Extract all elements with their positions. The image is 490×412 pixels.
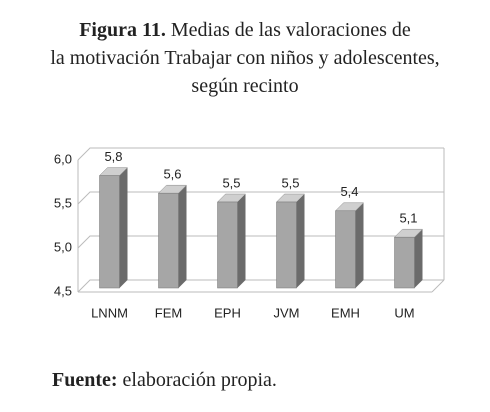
value-label: 5,4 [340, 184, 358, 199]
bar [393, 228, 424, 289]
bar-side [119, 167, 128, 288]
title-part: Medias de las valoraciones de [166, 19, 411, 41]
bar-side [355, 202, 364, 288]
grid-line [77, 147, 444, 161]
source-label: Fuente: [52, 369, 118, 391]
grid-line [77, 191, 444, 205]
bar [98, 167, 129, 289]
bar-front [158, 192, 179, 289]
bar-front [394, 236, 415, 289]
value-label: 5,5 [281, 175, 299, 190]
value-label: 5,5 [222, 175, 240, 190]
bar [157, 184, 188, 289]
bar [275, 193, 306, 289]
bar [334, 202, 365, 289]
bar-front [217, 201, 238, 289]
x-tick-label: UM [394, 305, 414, 320]
value-label: 5,8 [104, 149, 122, 164]
floor-right [431, 279, 445, 293]
chart-title-line2: la motivación Trabajar con niños y adole… [50, 47, 439, 69]
bar-front [99, 175, 120, 289]
bar-side [296, 194, 305, 288]
bar [216, 193, 247, 289]
y-tick-label: 5,0 [54, 239, 72, 254]
figure-label: Figura 11. [79, 19, 166, 41]
value-label: 5,1 [399, 211, 417, 226]
source: Fuente: elaboración propia. [52, 369, 277, 391]
grid-line [77, 279, 444, 293]
bar-side [178, 185, 187, 288]
x-tick-label: JVM [274, 305, 300, 320]
bar-front [276, 201, 297, 289]
y-tick-label: 6,0 [54, 151, 72, 166]
y-tick-label: 4,5 [54, 283, 72, 298]
x-tick-label: LNNM [91, 305, 128, 320]
chart-title-line3: según recinto [191, 75, 298, 97]
source-text: elaboración propia. [123, 369, 277, 391]
bar-front [335, 210, 356, 289]
y-tick-label: 5,5 [54, 195, 72, 210]
x-tick-label: FEM [155, 305, 182, 320]
bar-side [414, 229, 423, 288]
value-label: 5,6 [163, 167, 181, 182]
grid-line [77, 235, 444, 249]
x-tick-label: EPH [214, 305, 241, 320]
x-tick-label: EMH [331, 305, 360, 320]
chart-title-line1: Figura 11. Medias de las valoraciones de [79, 19, 411, 41]
bar-side [237, 194, 246, 288]
